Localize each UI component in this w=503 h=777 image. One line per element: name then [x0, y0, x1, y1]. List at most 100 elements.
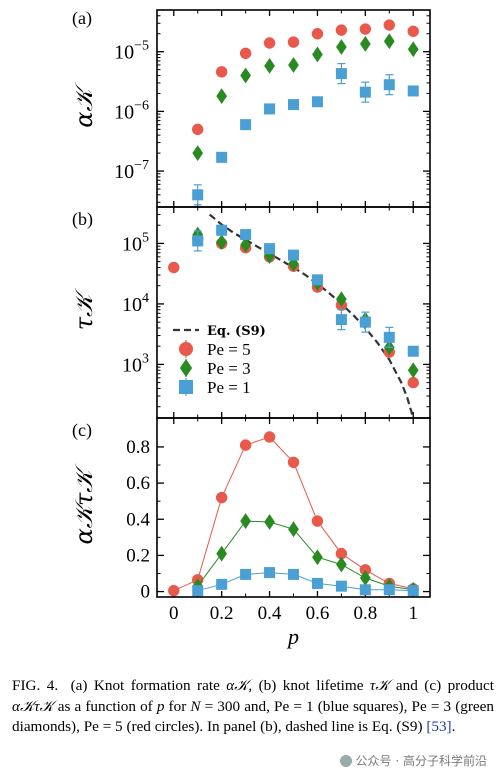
x-tick-label: 0.4: [258, 603, 282, 624]
x-tick-label: 1: [408, 603, 418, 624]
data-point: [311, 577, 323, 589]
y-tick-label: 0.2: [126, 545, 150, 566]
data-point: [192, 145, 204, 161]
data-point: [311, 28, 324, 40]
data-point: [407, 585, 419, 597]
data-point: [216, 234, 228, 251]
data-point: [264, 514, 275, 530]
data-point: [311, 96, 323, 108]
y-axis-label: α𝒦τ𝒦: [70, 463, 98, 545]
legend-label: Pe = 1: [207, 378, 251, 397]
figure-caption: FIG. 4. (a) Knot formation rate α𝒦, (b) …: [12, 676, 494, 738]
data-point: [216, 88, 228, 105]
data-point: [264, 567, 276, 579]
y-tick-base: 10: [114, 101, 134, 123]
data-point: [359, 86, 371, 98]
data-point: [359, 36, 371, 52]
caption-text-g: .: [451, 718, 456, 735]
data-point: [407, 85, 419, 97]
data-point: [264, 103, 276, 115]
data-point: [216, 151, 228, 163]
y-tick-label: 103: [122, 351, 149, 376]
caption-symbol-tau: τ𝒦: [369, 677, 390, 694]
data-point: [288, 521, 299, 538]
y-tick-label: 0: [141, 582, 151, 603]
y-tick-label: 10−7: [114, 158, 149, 183]
plot-area: [168, 213, 419, 418]
x-tick-label: 0.8: [353, 603, 377, 624]
data-point: [359, 584, 371, 596]
y-tick-label: 104: [122, 291, 149, 316]
series-pe1: [192, 567, 419, 597]
data-point: [216, 545, 228, 562]
watermark: 公众号 · 高分子科学前沿: [337, 752, 489, 769]
series-line: [197, 572, 414, 592]
legend-label: Pe = 3: [207, 359, 251, 378]
caption-label: FIG. 4.: [12, 677, 59, 694]
data-point: [240, 513, 251, 529]
y-tick-label: 10−6: [114, 98, 149, 123]
data-point: [168, 261, 180, 274]
data-point: [335, 314, 347, 326]
data-point: [383, 79, 395, 91]
panel-a: 10−710−610−5α𝒦(a): [70, 8, 431, 208]
fit-curve-eq-s9: [208, 213, 415, 418]
caption-symbol-product: α𝒦τ𝒦: [12, 697, 54, 715]
wechat-icon: [339, 755, 352, 767]
caption-symbol-n: N: [190, 697, 201, 715]
data-point: [407, 376, 419, 389]
y-axis-label: α𝒦: [70, 82, 98, 128]
panel-label: (c): [72, 420, 92, 441]
panel-c: 0 0.2 0.4 0.6 0.8 0 0.2 0.4 0.6 0.8 1 p α𝒦τ𝒦 (c): [70, 417, 431, 649]
data-point: [192, 585, 204, 597]
data-point: [288, 568, 299, 580]
caption-text-a: (a) Knot formation rate: [70, 677, 227, 694]
plot-area: [168, 431, 419, 597]
data-point: [359, 23, 372, 35]
data-point: [383, 584, 395, 596]
data-point: [312, 549, 323, 566]
data-point: [263, 431, 276, 443]
data-point: [288, 249, 299, 261]
axes-frame: [156, 417, 431, 598]
data-point: [192, 123, 204, 136]
data-point: [287, 456, 300, 468]
data-point: [383, 19, 395, 31]
data-point: [336, 291, 347, 308]
legend-marker: [179, 380, 193, 394]
y-tick-label: 0.4: [126, 509, 150, 530]
y-tick-label: 0.6: [126, 473, 150, 494]
data-point: [168, 584, 180, 597]
data-point: [359, 316, 371, 328]
y-tick-exponent: −7: [134, 158, 149, 173]
data-point: [240, 568, 252, 580]
series-pe5: [192, 19, 419, 136]
data-point: [215, 66, 228, 78]
data-point: [407, 25, 419, 37]
y-tick-exponent: 3: [142, 351, 149, 366]
caption-text-b: , (b) knot lifetime: [248, 677, 370, 694]
panel-label: (b): [72, 209, 93, 230]
data-point: [215, 491, 228, 504]
watermark-text: 公众号 · 高分子科学前沿: [355, 754, 487, 768]
data-point: [311, 515, 324, 527]
data-point: [383, 331, 395, 343]
data-point: [240, 236, 251, 253]
data-point: [239, 47, 252, 60]
data-point: [240, 119, 252, 131]
data-point: [264, 57, 275, 74]
y-tick-base: 10: [122, 294, 142, 316]
data-point: [287, 36, 300, 48]
data-point: [288, 99, 299, 111]
caption-citation-link[interactable]: [53]: [426, 718, 452, 735]
legend-label: Pe = 5: [207, 340, 251, 359]
data-point: [336, 556, 347, 573]
data-point: [407, 345, 419, 357]
series-line: [197, 520, 414, 591]
data-point: [335, 24, 348, 36]
y-tick-label: 0.8: [126, 437, 150, 458]
data-point: [239, 439, 252, 451]
y-tick-exponent: −5: [134, 39, 149, 54]
